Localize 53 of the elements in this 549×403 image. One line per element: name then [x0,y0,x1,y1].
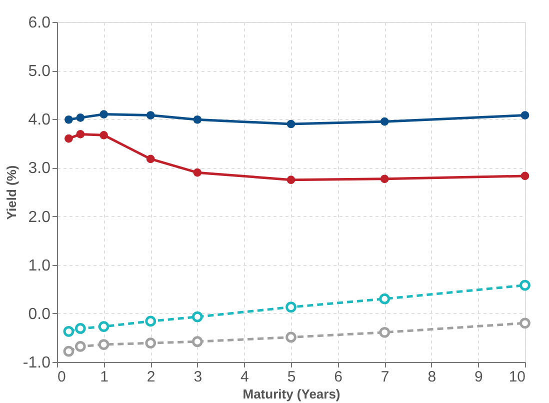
point [63,346,74,357]
point [76,114,85,122]
x-tick-label: 0 [58,368,66,386]
point [380,117,389,126]
point [520,318,530,329]
point [146,154,155,164]
x-tick-label: 6 [334,368,342,386]
point [286,302,296,313]
point [520,280,530,291]
y-tick-label: -1.0 [22,354,51,372]
x-tick-label: 9 [474,368,483,386]
x-tick-label: 7 [380,368,390,386]
point [286,120,296,128]
y-tick-label: 4.0 [28,112,51,129]
x-tick-label: 2 [146,368,156,386]
point [63,326,74,337]
point [74,341,86,352]
point [379,293,390,304]
point [76,130,85,138]
point [145,338,156,348]
y-axis-title: Yield (%) [4,165,19,220]
x-tick-label: 3 [194,368,202,386]
point [193,115,202,124]
point [98,321,110,332]
point [64,115,73,124]
point [193,168,202,177]
point [192,336,203,348]
x-tick-label: 10 [508,368,526,386]
point [98,339,110,350]
x-tick-label: 4 [240,368,249,386]
point [64,134,73,143]
x-axis-title: Maturity (Years) [242,386,340,402]
point [380,174,389,184]
y-tick-label: 2.0 [28,208,51,226]
point [100,110,108,118]
point [145,316,156,327]
x-tick-label: 5 [287,368,296,386]
point [74,323,86,334]
y-tick-label: 3.0 [28,160,51,178]
y-tick-label: 5.0 [28,63,51,80]
x-tick-label: 8 [428,368,436,386]
point [520,172,530,180]
x-tick-label: 1 [100,368,108,386]
y-tick-label: 6.0 [28,14,51,32]
point [286,176,296,184]
point [286,332,296,343]
point [100,130,108,140]
point [146,111,155,120]
point [379,326,390,338]
y-tick-label: 1.0 [28,257,51,274]
y-tick-label: 0.0 [28,306,51,323]
point [192,311,203,322]
point [520,111,530,120]
